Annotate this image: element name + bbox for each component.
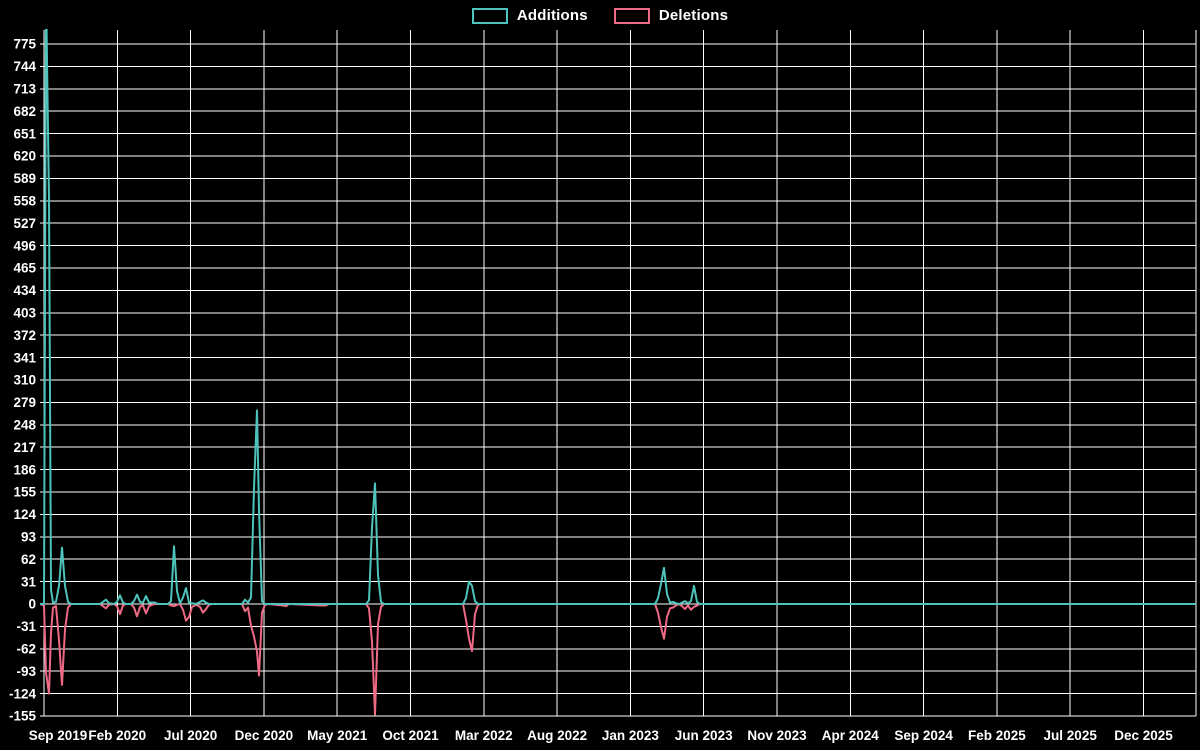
deletions-legend-label: Deletions bbox=[658, 7, 729, 24]
y-tick-label: 527 bbox=[13, 216, 36, 231]
chart-legend: Additions Deletions bbox=[0, 7, 1200, 24]
y-tick-label: 372 bbox=[13, 328, 36, 343]
y-tick-label: 248 bbox=[13, 418, 36, 433]
y-tick-label: 155 bbox=[13, 485, 36, 500]
x-tick-label: Jan 2023 bbox=[602, 728, 660, 743]
y-tick-label: 558 bbox=[13, 194, 36, 209]
x-tick-label: Jul 2025 bbox=[1044, 728, 1098, 743]
y-tick-label: 651 bbox=[13, 126, 36, 141]
y-tick-label: 341 bbox=[13, 350, 36, 365]
y-tick-label: 0 bbox=[28, 597, 36, 612]
x-tick-label: Sep 2019 bbox=[29, 728, 88, 743]
x-tick-label: May 2021 bbox=[307, 728, 368, 743]
x-tick-label: Dec 2020 bbox=[235, 728, 294, 743]
x-tick-label: Jul 2020 bbox=[164, 728, 217, 743]
x-tick-label: Mar 2022 bbox=[455, 728, 513, 743]
x-tick-label: Feb 2020 bbox=[88, 728, 146, 743]
y-tick-label: 186 bbox=[13, 462, 36, 477]
y-tick-label: 465 bbox=[13, 261, 36, 276]
y-tick-label: -62 bbox=[16, 642, 36, 657]
y-tick-label: 589 bbox=[13, 171, 36, 186]
x-tick-label: Sep 2024 bbox=[894, 728, 953, 743]
y-tick-label: 93 bbox=[21, 530, 37, 545]
legend-item-additions[interactable]: Additions bbox=[471, 7, 588, 24]
y-tick-label: 217 bbox=[13, 440, 36, 455]
y-tick-label: 713 bbox=[13, 82, 36, 97]
y-tick-label: 434 bbox=[13, 283, 36, 298]
x-tick-label: Dec 2025 bbox=[1114, 728, 1173, 743]
y-tick-label: -124 bbox=[9, 686, 37, 701]
x-tick-label: Nov 2023 bbox=[747, 728, 807, 743]
deletions-line[interactable] bbox=[40, 603, 1196, 716]
y-tick-label: 620 bbox=[13, 149, 36, 164]
y-tick-label: 744 bbox=[13, 59, 36, 74]
y-tick-label: 62 bbox=[21, 552, 36, 567]
y-tick-label: 310 bbox=[13, 373, 36, 388]
x-tick-label: Feb 2025 bbox=[968, 728, 1026, 743]
y-tick-label: 31 bbox=[21, 574, 37, 589]
x-tick-label: Jun 2023 bbox=[675, 728, 733, 743]
y-tick-label: 496 bbox=[13, 238, 36, 253]
y-tick-label: -31 bbox=[16, 619, 36, 634]
x-tick-label: Oct 2021 bbox=[382, 728, 439, 743]
y-tick-label: 124 bbox=[13, 507, 36, 522]
y-tick-label: 403 bbox=[13, 306, 36, 321]
x-tick-label: Apr 2024 bbox=[822, 728, 880, 743]
deletions-swatch bbox=[613, 7, 650, 24]
legend-item-deletions[interactable]: Deletions bbox=[613, 7, 729, 24]
y-tick-label: 682 bbox=[13, 104, 36, 119]
y-tick-label: -93 bbox=[16, 664, 36, 679]
y-tick-label: 775 bbox=[13, 37, 36, 52]
x-tick-label: Aug 2022 bbox=[527, 728, 587, 743]
y-tick-label: 279 bbox=[13, 395, 36, 410]
y-tick-label: -155 bbox=[9, 709, 37, 724]
additions-line[interactable] bbox=[40, 0, 1196, 605]
additions-legend-label: Additions bbox=[516, 7, 588, 24]
additions-swatch bbox=[471, 7, 508, 24]
